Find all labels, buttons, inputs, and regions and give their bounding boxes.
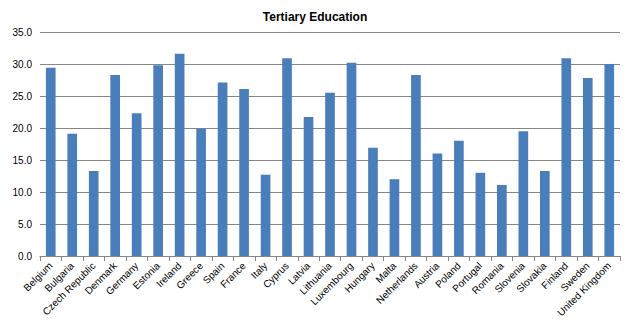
svg-text:Lithuania: Lithuania: [297, 260, 334, 297]
svg-text:35.0: 35.0: [13, 27, 33, 38]
svg-text:Denmark: Denmark: [82, 260, 120, 297]
svg-text:0.0: 0.0: [18, 251, 32, 262]
svg-text:Czech Republic: Czech Republic: [40, 260, 98, 318]
svg-text:Luxembourg: Luxembourg: [308, 260, 356, 308]
svg-text:Austria: Austria: [411, 260, 442, 290]
svg-text:Poland: Poland: [433, 260, 463, 290]
svg-text:Ireland: Ireland: [154, 260, 184, 290]
svg-text:25.0: 25.0: [13, 91, 33, 102]
svg-text:Slovenia: Slovenia: [492, 260, 528, 295]
svg-text:Romania: Romania: [469, 260, 506, 297]
svg-text:Netherlands: Netherlands: [374, 260, 420, 306]
svg-text:15.0: 15.0: [13, 155, 33, 166]
svg-text:Portugal: Portugal: [450, 260, 485, 295]
svg-text:United Kingdom: United Kingdom: [555, 260, 613, 318]
svg-text:Bulgaria: Bulgaria: [42, 260, 77, 294]
svg-text:Italy: Italy: [248, 260, 270, 281]
svg-text:20.0: 20.0: [13, 123, 33, 134]
svg-text:Sweden: Sweden: [558, 260, 592, 294]
svg-text:10.0: 10.0: [13, 187, 33, 198]
svg-text:Finland: Finland: [539, 260, 571, 291]
svg-text:Belgium: Belgium: [21, 260, 55, 294]
svg-text:Malta: Malta: [373, 260, 399, 286]
svg-text:Tertiary Education: Tertiary Education: [263, 10, 367, 24]
svg-text:Slovakia: Slovakia: [514, 260, 549, 295]
svg-text:5.0: 5.0: [18, 219, 32, 230]
svg-text:Germany: Germany: [103, 260, 141, 297]
svg-text:Latvia: Latvia: [285, 260, 313, 287]
svg-text:Estonia: Estonia: [131, 260, 163, 292]
svg-text:Spain: Spain: [200, 260, 227, 286]
svg-text:30.0: 30.0: [13, 59, 33, 70]
svg-text:Hungary: Hungary: [342, 260, 376, 294]
svg-text:France: France: [218, 260, 248, 290]
svg-text:Cyprus: Cyprus: [261, 260, 291, 290]
svg-text:Greece: Greece: [174, 260, 205, 291]
